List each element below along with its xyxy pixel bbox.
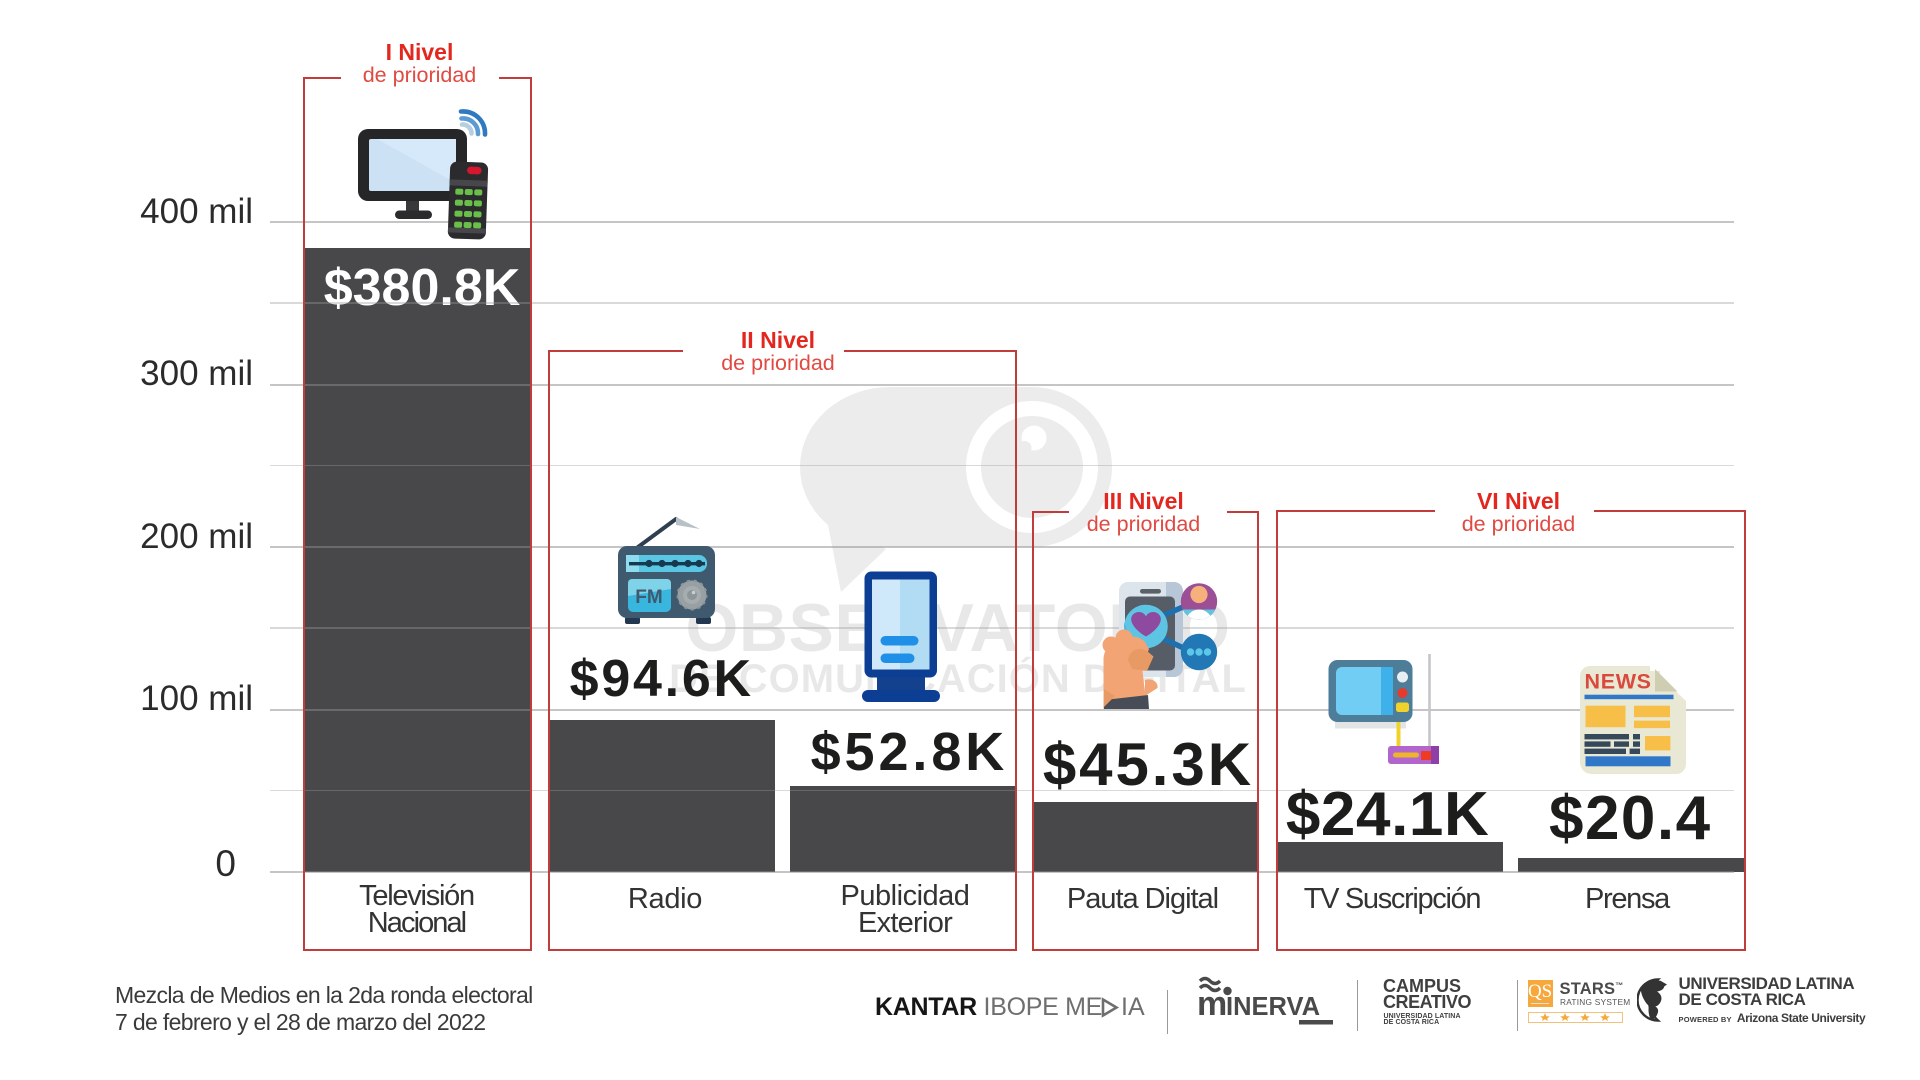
svg-text:NEWS: NEWS [1585, 670, 1652, 694]
svg-text:m: m [1197, 985, 1227, 1023]
svg-text:INERVA: INERVA [1226, 993, 1320, 1021]
svg-text:FM: FM [635, 587, 662, 608]
